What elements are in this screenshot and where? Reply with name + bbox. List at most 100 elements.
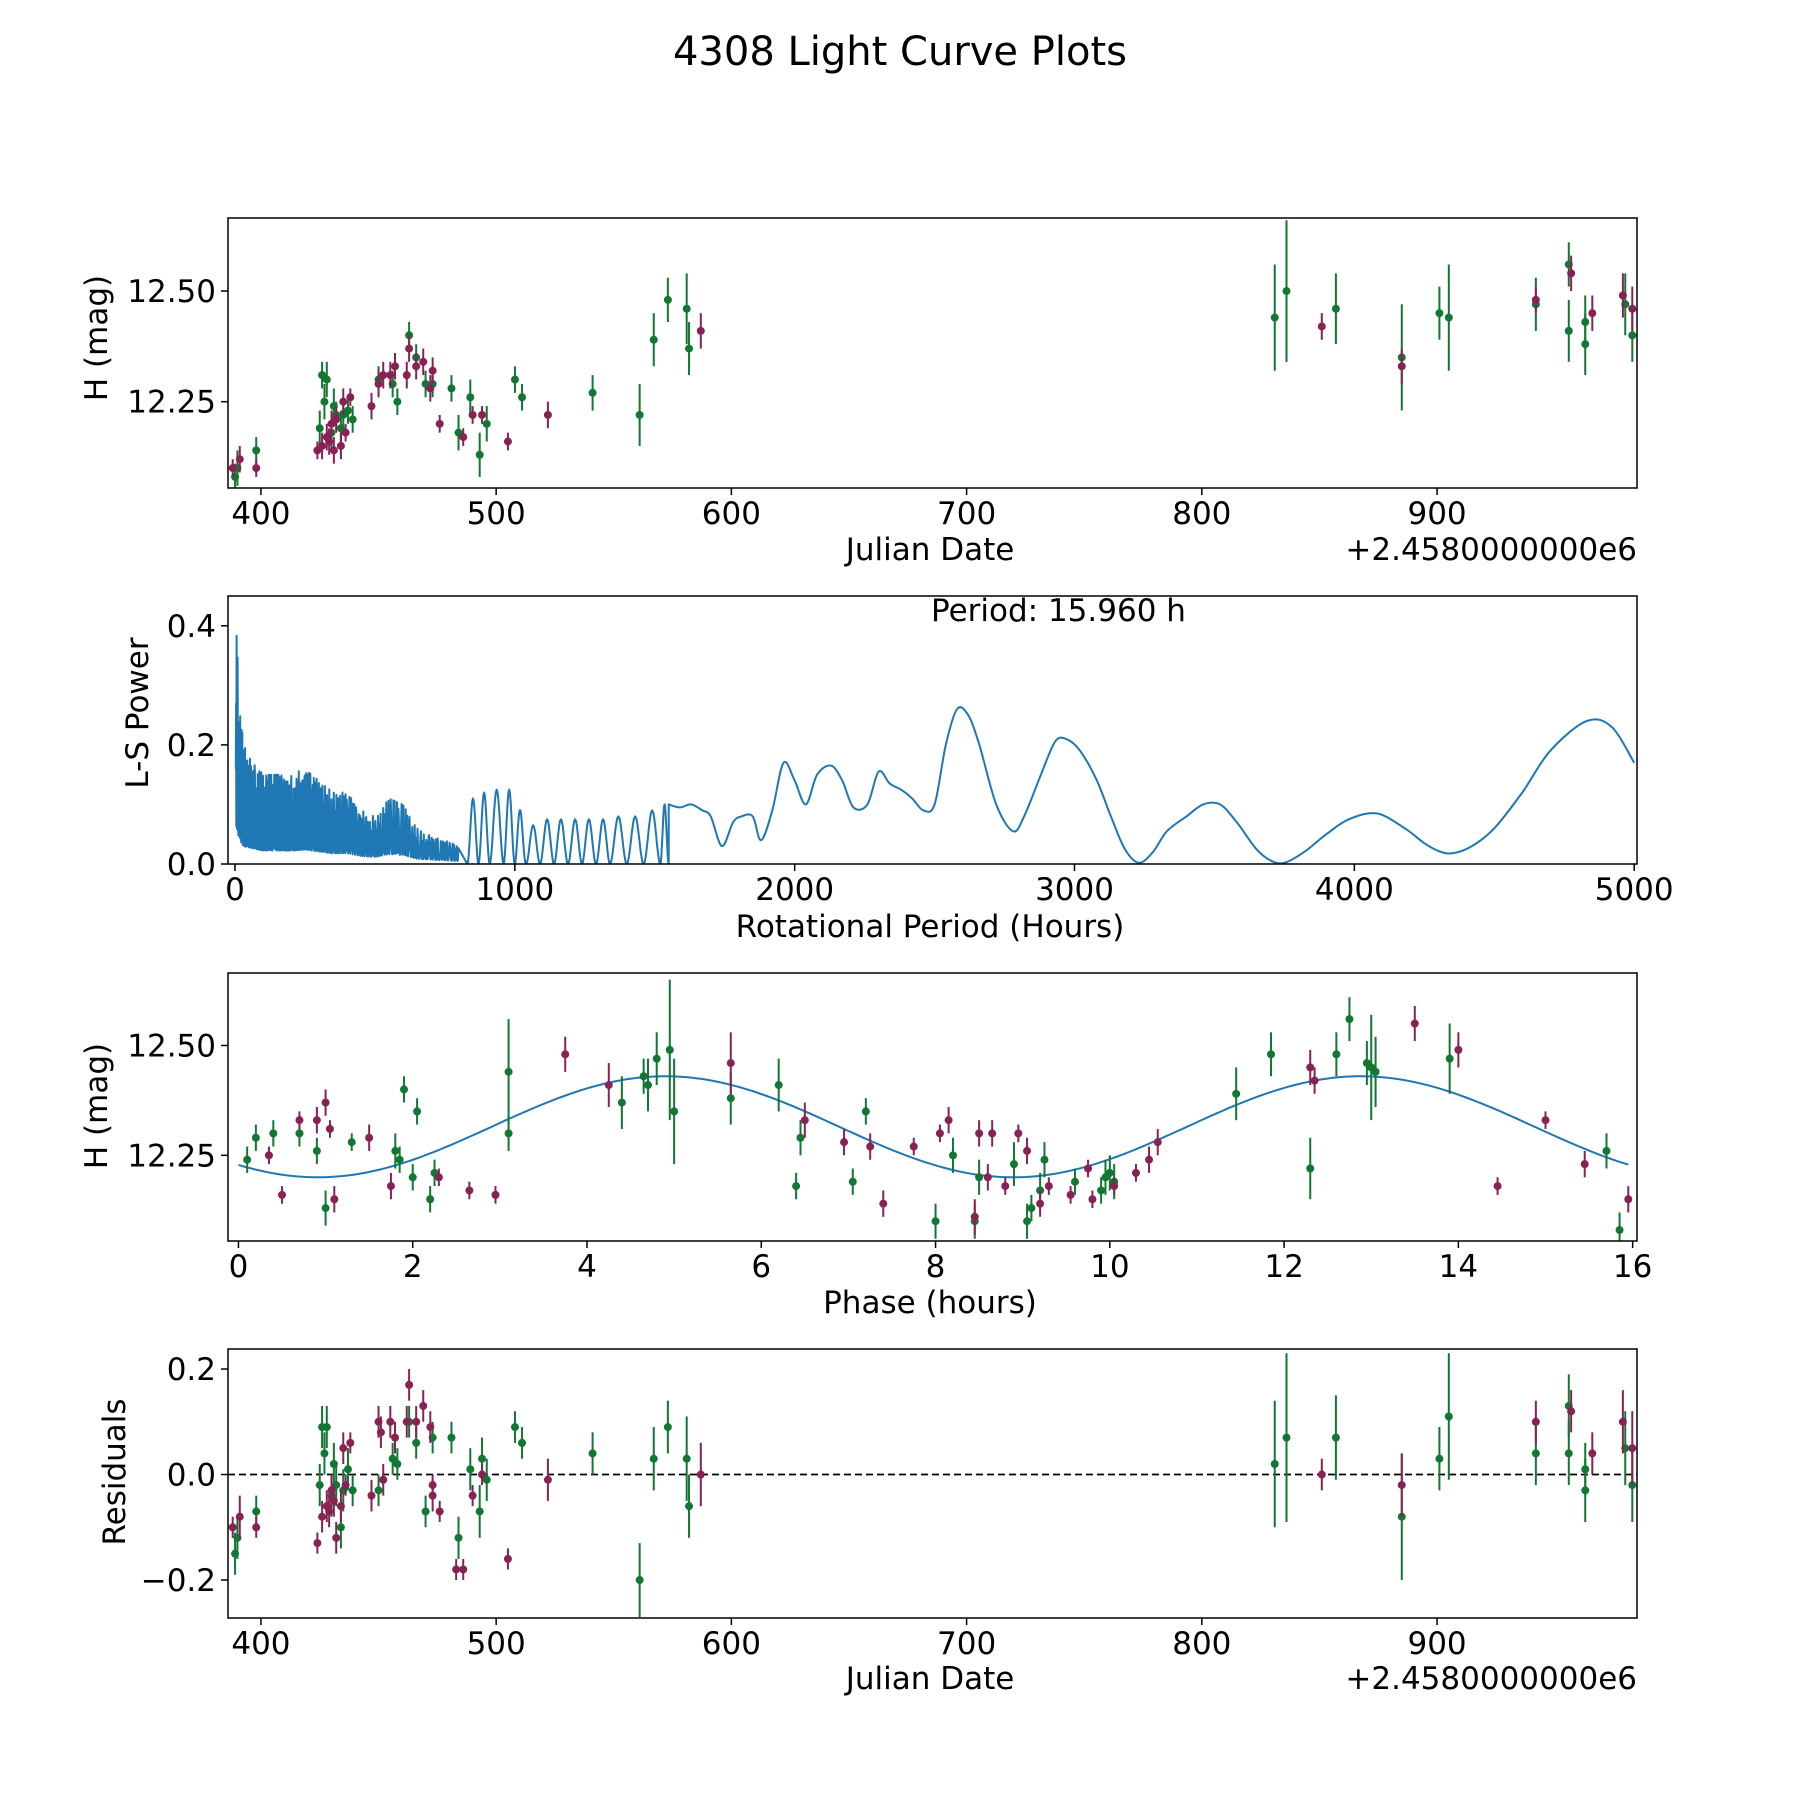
ph-magenta-point <box>1066 1190 1075 1199</box>
lc-green-point <box>447 384 456 393</box>
ph-magenta-point <box>726 1059 735 1068</box>
phased-panel: H (mag) Phase (hours) 0 2 4 6 8 10 12 14 16 12.25… <box>79 972 1652 1321</box>
lc-magenta-point <box>329 446 338 455</box>
lc-green-point <box>393 397 402 406</box>
ls-xlabel: Rotational Period (Hours) <box>736 909 1125 945</box>
ph-green-point <box>1023 1217 1032 1226</box>
ph-magenta-point <box>1084 1164 1093 1173</box>
res-magenta-point <box>346 1438 355 1447</box>
lc-magenta-point <box>503 437 512 446</box>
ph-green-point <box>861 1107 870 1116</box>
ph-magenta-point <box>970 1212 979 1221</box>
res-green-point <box>348 1486 357 1495</box>
res-magenta-point <box>1628 1444 1637 1453</box>
lc-green-point <box>635 410 644 419</box>
res-magenta-point <box>468 1491 477 1500</box>
ph-xlabel: Phase (hours) <box>823 1285 1037 1321</box>
lc-magenta-point <box>1531 295 1540 304</box>
ph-green-point <box>408 1173 417 1182</box>
lc-green-point <box>343 406 352 415</box>
ph-xtick-label: 12 <box>1264 1249 1303 1285</box>
ph-green-point <box>1267 1050 1276 1059</box>
lc-green-point <box>649 335 658 344</box>
ph-magenta-point <box>264 1151 273 1160</box>
res-green-point <box>1282 1433 1291 1442</box>
lc-green-point <box>685 344 694 353</box>
res-magenta-point <box>313 1539 322 1548</box>
ph-green-point <box>1371 1067 1380 1076</box>
ph-magenta-point <box>312 1116 321 1125</box>
res-green-point <box>1270 1459 1279 1468</box>
ph-green-point <box>347 1138 356 1147</box>
ph-ytick-label: 12.50 <box>127 1028 216 1064</box>
ph-green-point <box>504 1129 513 1138</box>
ph-magenta-point <box>1310 1076 1319 1085</box>
lc-green-point <box>252 446 261 455</box>
ph-green-point <box>670 1107 679 1116</box>
lc-green-point <box>322 375 331 384</box>
res-green-point <box>343 1465 352 1474</box>
ph-magenta-point <box>935 1129 944 1138</box>
lc-ytick-label: 12.50 <box>127 274 216 310</box>
lc-xtick-label: 400 <box>231 496 290 532</box>
ph-magenta-point <box>988 1129 997 1138</box>
res-green-point <box>421 1507 430 1516</box>
ph-green-point <box>1232 1089 1241 1098</box>
res-magenta-point <box>228 1523 237 1532</box>
ph-ytick-label: 12.25 <box>127 1138 216 1174</box>
res-xtick-label: 500 <box>467 1626 526 1662</box>
ph-green-point <box>1070 1177 1079 1186</box>
res-ytick-label: −0.2 <box>141 1563 216 1599</box>
lc-magenta-point <box>405 344 414 353</box>
res-green-point <box>478 1454 487 1463</box>
light-curve-panel: H (mag) Julian Date +2.4580000000e6 400 5… <box>79 217 1638 568</box>
ph-magenta-point <box>365 1133 374 1142</box>
ph-green-point <box>1040 1155 1049 1164</box>
lc-green-point <box>466 393 475 402</box>
res-xtick-label: 600 <box>702 1626 761 1662</box>
ph-magenta-point <box>866 1142 875 1151</box>
lc-magenta-point <box>228 464 237 473</box>
res-green-point <box>510 1423 519 1432</box>
ph-magenta-point <box>1410 1019 1419 1028</box>
ph-xtick-label: 10 <box>1090 1249 1129 1285</box>
res-green-point <box>393 1459 402 1468</box>
ph-xtick-label: 14 <box>1439 1249 1478 1285</box>
res-xtick-label: 400 <box>231 1626 290 1662</box>
ph-green-point <box>1332 1050 1341 1059</box>
lc-magenta-point <box>1397 362 1406 371</box>
ph-green-point <box>1445 1054 1454 1063</box>
ls-power-line <box>234 634 1636 864</box>
res-green-point <box>475 1507 484 1516</box>
lc-magenta-point <box>235 455 244 464</box>
res-magenta-point <box>367 1491 376 1500</box>
res-magenta-point <box>478 1470 487 1479</box>
res-magenta-point <box>1567 1407 1576 1416</box>
ph-green-point <box>792 1182 801 1191</box>
res-magenta-point <box>419 1401 428 1410</box>
lc-magenta-point <box>341 428 350 437</box>
res-green-point <box>388 1454 397 1463</box>
ph-green-point <box>726 1094 735 1103</box>
ph-green-point <box>639 1072 648 1081</box>
res-green-point <box>466 1465 475 1474</box>
res-green-point <box>663 1423 672 1432</box>
ph-green-point <box>504 1067 513 1076</box>
ph-green-point <box>665 1045 674 1054</box>
lc-magenta-point <box>402 371 411 380</box>
periodogram-panel: Period: 15.960 h L-S Power Rotational Pe… <box>120 593 1674 945</box>
ls-ytick-label: 0.0 <box>167 847 216 883</box>
res-magenta-point <box>543 1475 552 1484</box>
res-green-point <box>315 1481 324 1490</box>
ph-green-point <box>426 1195 435 1204</box>
lc-magenta-point <box>386 371 395 380</box>
ph-magenta-point <box>1454 1045 1463 1054</box>
ph-ylabel: H (mag) <box>79 1043 115 1169</box>
lc-ylabel: H (mag) <box>79 275 115 401</box>
ls-plot-area <box>234 634 1636 864</box>
ph-green-point <box>1009 1160 1018 1169</box>
res-magenta-point <box>452 1565 461 1574</box>
lc-magenta-point <box>543 410 552 419</box>
ph-green-point <box>1027 1204 1036 1213</box>
lc-magenta-point <box>367 402 376 411</box>
